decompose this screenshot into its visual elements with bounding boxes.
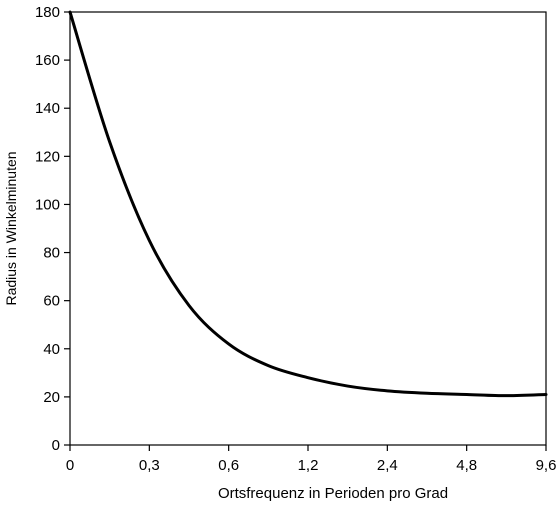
x-tick-label: 2,4 [377,457,398,474]
y-tick-label: 80 [43,245,60,262]
x-tick-label: 4,8 [456,457,477,474]
y-tick-label: 160 [35,52,60,69]
plot-frame [69,11,547,446]
data-series-line [68,10,548,398]
x-tick-label: 0,6 [218,457,239,474]
y-tick-label: 140 [35,100,60,117]
y-tick-label: 20 [43,389,60,406]
y-tick-label: 180 [35,4,60,21]
x-tick-label: 1,2 [298,457,319,474]
y-tick-label: 120 [35,148,60,165]
y-tick-label: 60 [43,293,60,310]
y-tick-label: 100 [35,196,60,213]
y-axis-ticks: 0 20 40 60 80 100 120 140 160 180 [35,4,70,454]
y-tick-label: 40 [43,341,60,358]
x-tick-label: 0,3 [139,457,160,474]
y-tick-label: 0 [52,437,60,454]
x-axis-label: Ortsfrequenz in Perioden pro Grad [218,485,448,502]
y-axis-label: Radius in Winkelminuten [3,151,19,305]
axes [69,11,547,446]
x-axis-ticks: 0 0,3 0,6 1,2 2,4 4,8 9,6 [66,445,557,474]
x-tick-label: 9,6 [536,457,557,474]
x-tick-label: 0 [66,457,74,474]
